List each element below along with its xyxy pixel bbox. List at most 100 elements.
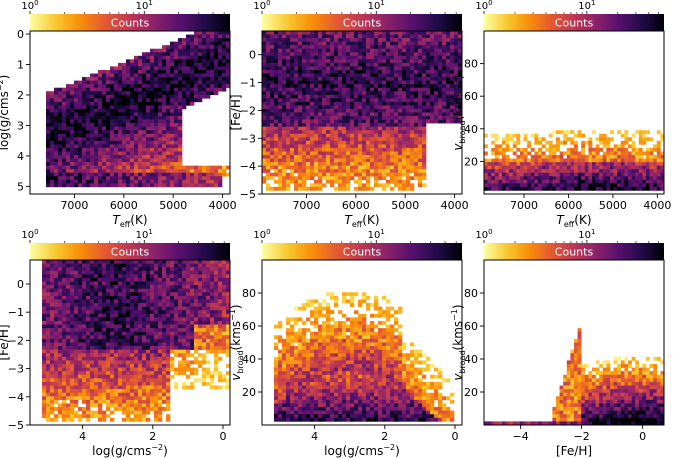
heatmap-cell xyxy=(418,87,423,92)
heatmap-cell xyxy=(338,105,343,110)
heatmap-cell xyxy=(326,123,331,127)
heatmap-cell xyxy=(595,144,600,149)
heatmap-cell xyxy=(390,130,395,135)
heatmap-cell xyxy=(322,119,327,124)
heatmap-cell xyxy=(310,34,315,39)
heatmap-cell xyxy=(266,165,271,170)
heatmap-cell xyxy=(386,55,391,60)
heatmap-cell xyxy=(338,137,343,142)
heatmap-cell xyxy=(118,73,123,78)
heatmap-cell xyxy=(494,183,499,188)
heatmap-cell xyxy=(86,158,91,163)
heatmap-cell xyxy=(122,108,127,113)
heatmap-cell xyxy=(338,87,343,92)
heatmap-cell xyxy=(290,98,295,103)
colorbar-label: Counts xyxy=(111,246,150,259)
heatmap-cell xyxy=(270,186,275,191)
heatmap-cell xyxy=(142,116,147,120)
heatmap-cell xyxy=(62,353,67,358)
heatmap-cell xyxy=(118,183,123,188)
heatmap-cell xyxy=(110,151,115,156)
heatmap-cell xyxy=(134,116,139,120)
heatmap-cell xyxy=(374,133,379,138)
heatmap-cell xyxy=(86,281,91,286)
heatmap-cell xyxy=(310,41,315,46)
heatmap-cell xyxy=(398,80,403,85)
heatmap-cell xyxy=(378,62,383,67)
heatmap-cell xyxy=(126,91,131,96)
heatmap-cell xyxy=(330,31,335,35)
heatmap-cell xyxy=(394,41,399,46)
heatmap-cell xyxy=(190,80,195,85)
heatmap-cell xyxy=(66,410,71,415)
heatmap-cell xyxy=(46,267,51,272)
heatmap-cell xyxy=(66,147,71,152)
heatmap-cell xyxy=(378,108,383,113)
heatmap-cell xyxy=(210,62,215,67)
heatmap-cell xyxy=(418,133,423,138)
heatmap-cell xyxy=(378,69,383,74)
heatmap-cell xyxy=(354,55,359,60)
heatmap-cell xyxy=(516,140,521,145)
heatmap-cell xyxy=(660,158,665,163)
heatmap-cell xyxy=(58,101,63,106)
heatmap-cell xyxy=(134,101,139,106)
heatmap-cell xyxy=(70,162,75,166)
heatmap-cell xyxy=(509,172,514,177)
heatmap-cell xyxy=(584,162,589,166)
heatmap-cell xyxy=(54,155,59,159)
heatmap-cell xyxy=(62,303,67,307)
heatmap-cell xyxy=(516,133,521,138)
heatmap-cell xyxy=(310,66,315,71)
heatmap-cell xyxy=(366,151,371,156)
heatmap-cell xyxy=(326,55,331,60)
heatmap-cell xyxy=(534,162,539,166)
heatmap-cell xyxy=(286,151,291,156)
heatmap-cell xyxy=(422,69,427,74)
heatmap-cell xyxy=(126,126,131,131)
heatmap-cell xyxy=(94,299,99,304)
heatmap-cell xyxy=(218,169,223,174)
heatmap-cell xyxy=(442,69,447,74)
heatmap-cell xyxy=(70,179,75,184)
heatmap-cell xyxy=(446,105,451,110)
heatmap-cell xyxy=(182,38,187,42)
heatmap-cell xyxy=(186,52,191,57)
heatmap-cell xyxy=(58,288,63,293)
heatmap-cell xyxy=(98,356,103,361)
heatmap-cell xyxy=(82,108,87,113)
heatmap-cell xyxy=(270,155,275,159)
heatmap-cell xyxy=(138,123,143,127)
heatmap-cell xyxy=(70,105,75,110)
heatmap-cell xyxy=(182,45,187,50)
heatmap-cell xyxy=(262,59,267,64)
heatmap-cell xyxy=(162,77,167,81)
heatmap-cell xyxy=(326,108,331,113)
heatmap-cell xyxy=(346,172,351,177)
heatmap-cell xyxy=(354,133,359,138)
heatmap-cell xyxy=(290,151,295,156)
heatmap-cell xyxy=(530,183,535,188)
heatmap-cell xyxy=(66,263,71,268)
heatmap-cell xyxy=(577,165,582,170)
heatmap-cell xyxy=(214,38,219,42)
heatmap-cell xyxy=(118,108,123,113)
heatmap-cell xyxy=(434,101,439,106)
heatmap-cell xyxy=(154,105,159,110)
heatmap-cell xyxy=(454,52,459,57)
heatmap-cell xyxy=(382,59,387,64)
heatmap-cell xyxy=(106,140,111,145)
heatmap-cell xyxy=(42,367,47,372)
heatmap-cell xyxy=(166,55,171,60)
heatmap-cell xyxy=(588,172,593,177)
heatmap-cell xyxy=(78,112,83,117)
heatmap-cell xyxy=(78,165,83,170)
heatmap-cell xyxy=(454,66,459,71)
heatmap-cell xyxy=(306,84,311,88)
heatmap-cell xyxy=(314,186,319,191)
heatmap-cell xyxy=(595,151,600,156)
heatmap-cell xyxy=(58,281,63,286)
heatmap-cell xyxy=(54,183,59,188)
heatmap-cell xyxy=(520,147,524,152)
heatmap-cell xyxy=(282,116,287,120)
